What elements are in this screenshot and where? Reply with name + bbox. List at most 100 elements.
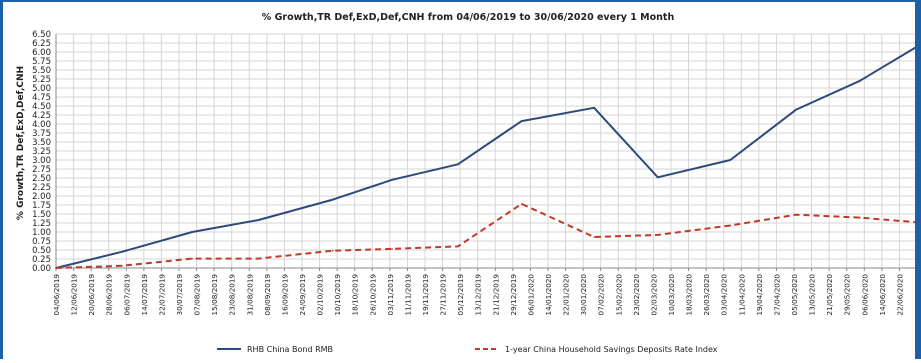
x-tick-label: 12/06/2019 [70,274,79,316]
x-tick-label: 18/03/2020 [685,274,694,316]
x-tick-label: 29/12/2019 [509,274,518,316]
y-tick-label: 5.25 [32,75,51,85]
x-tick-label: 27/11/2019 [439,274,448,316]
x-tick-label: 10/10/2019 [333,274,342,316]
data-point [657,234,659,236]
x-tick-label: 04/06/2019 [52,274,61,316]
frame-left-border [0,0,3,359]
x-tick-label: 15/08/2019 [210,274,219,316]
y-tick-label: 6.25 [32,39,51,49]
y-tick-label: 2.50 [32,174,51,184]
x-tick-label: 22/07/2019 [157,274,166,316]
y-tick-label: 1.00 [32,228,51,238]
x-tick-label: 22/06/2020 [895,274,904,316]
x-tick-label: 16/09/2019 [280,274,289,316]
x-tick-label: 13/05/2020 [808,274,817,316]
x-tick-label: 26/10/2019 [368,274,377,316]
x-tick-label: 05/12/2019 [456,274,465,316]
data-point [191,231,193,233]
legend-label-2: 1-year China Household Savings Deposits … [505,345,718,354]
data-point [257,257,259,260]
y-tick-label: 5.75 [32,57,51,67]
data-point [331,198,334,201]
data-point [457,245,459,248]
frame-top-border [0,0,921,2]
data-point [55,267,57,269]
data-point [593,236,595,238]
data-point [391,179,393,181]
x-tick-label: 21/05/2020 [825,274,834,316]
y-tick-label: 4.00 [32,120,51,130]
y-tick-label: 4.25 [32,111,51,121]
y-tick-label: 3.00 [32,156,51,166]
x-tick-label: 23/08/2019 [228,274,237,316]
legend-label-1: RHB China Bond RMB [247,345,333,354]
y-tick-label: 5.50 [32,66,51,76]
y-tick-label: 4.75 [32,93,51,103]
x-tick-label: 26/03/2020 [702,274,711,316]
x-tick-label: 14/01/2020 [544,274,553,316]
chart-title: % Growth,TR Def,ExD,Def,CNH from 04/06/2… [262,12,675,23]
y-tick-label: 0.75 [32,237,51,247]
x-tick-label: 05/05/2020 [790,274,799,316]
x-tick-label: 22/01/2020 [562,274,571,316]
data-point [457,163,459,166]
data-point [121,265,123,267]
x-tick-label: 07/08/2019 [193,274,202,316]
y-tick-label: 1.50 [32,210,51,220]
y-tick-label: 2.75 [32,165,51,175]
x-tick-label: 06/01/2020 [526,274,535,316]
data-point [729,224,732,227]
data-point [795,213,797,216]
x-tick-label: 15/02/2020 [614,274,623,316]
y-tick-label: 5.00 [32,84,51,94]
data-point [391,248,393,250]
data-point [520,203,523,205]
x-tick-label: 30/07/2019 [175,274,184,316]
data-point [331,249,334,252]
y-tick-label: 0.50 [32,246,51,256]
x-tick-label: 11/04/2020 [737,274,746,316]
x-tick-label: 06/06/2020 [860,274,869,316]
y-tick-label: 2.25 [32,183,51,193]
series-line-2 [55,202,918,269]
x-tick-label: 11/11/2019 [403,274,412,316]
data-point [729,159,732,161]
y-tick-label: 0.25 [32,255,51,265]
x-tick-label: 21/12/2019 [491,274,500,316]
y-tick-label: 0.00 [32,264,51,274]
x-axis-ticks: 04/06/2019 12/06/2019 20/06/2019 28/06/2019… [52,274,921,316]
x-tick-label: 08/09/2019 [263,274,272,316]
x-tick-label: 19/04/2020 [755,274,764,316]
x-tick-label: 02/10/2019 [316,274,325,316]
y-tick-label: 3.25 [32,147,51,157]
x-tick-label: 03/11/2019 [386,274,395,316]
y-axis-ticks: 0.000.250.500.751.001.251.501.752.002.25… [32,30,51,274]
x-tick-label: 30/01/2020 [579,274,588,316]
y-tick-label: 1.25 [32,219,51,229]
x-tick-label: 14/07/2019 [140,274,149,316]
x-tick-label: 24/09/2019 [298,274,307,316]
y-tick-label: 2.00 [32,192,51,202]
data-point [859,80,861,82]
data-point [593,107,595,109]
y-tick-label: 6.00 [32,48,51,58]
x-tick-label: 19/11/2019 [421,274,430,316]
x-tick-label: 07/02/2020 [597,274,606,316]
x-tick-label: 02/03/2020 [649,274,658,316]
data-point [657,176,659,179]
y-tick-label: 3.75 [32,129,51,139]
x-tick-label: 13/12/2019 [474,274,483,316]
x-tick-label: 23/02/2020 [632,274,641,316]
y-tick-label: 1.75 [32,201,51,211]
grid [55,33,918,271]
data-point [257,219,259,221]
data-point [520,120,523,122]
data-point [191,257,193,260]
x-tick-label: 29/05/2020 [843,274,852,316]
x-tick-label: 10/03/2020 [667,274,676,316]
x-tick-label: 18/10/2019 [351,274,360,316]
frame-right-border [915,0,921,359]
series-line-1 [55,45,918,269]
